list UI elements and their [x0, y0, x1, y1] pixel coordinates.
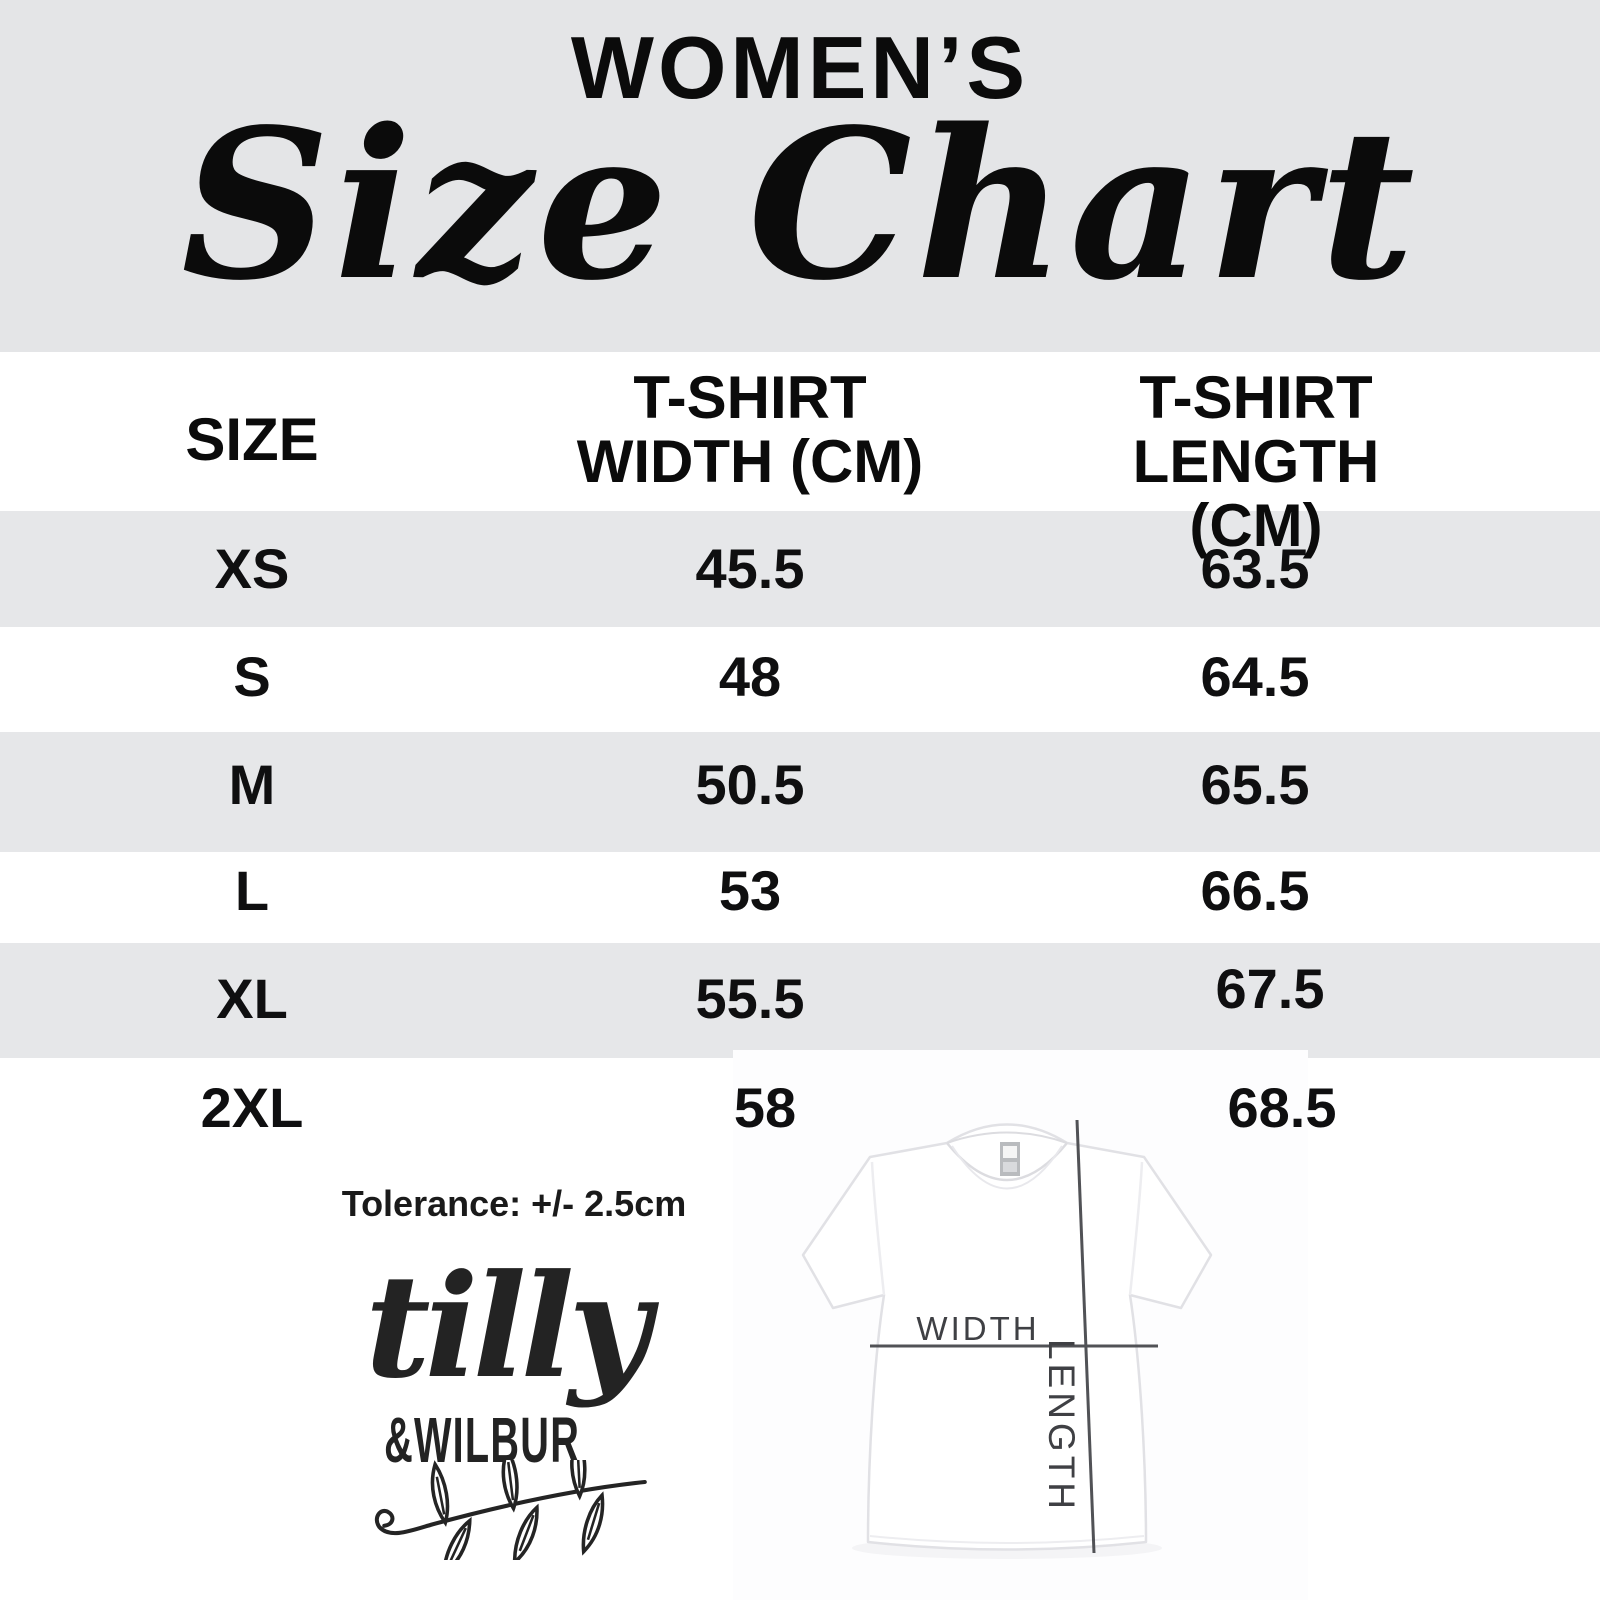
brand-logo-script: tilly	[365, 1244, 651, 1410]
column-header-width: T-SHIRT WIDTH (CM)	[570, 366, 930, 494]
column-header-width-line2: WIDTH (CM)	[576, 428, 924, 495]
width-cell-m: 50.5	[695, 752, 805, 816]
width-cell-xl: 55.5	[695, 966, 805, 1030]
page-title-script: Size Chart	[181, 84, 1419, 326]
column-header-length-line2: LENGTH (CM)	[1132, 428, 1380, 559]
tshirt-outline	[801, 1123, 1213, 1551]
row-stripe-xs	[0, 511, 1600, 627]
right-sleeve-seam	[1128, 1161, 1144, 1296]
laurel-branch-icon	[374, 1460, 647, 1560]
hem-stitch	[869, 1535, 1145, 1544]
collar-back-rib	[946, 1131, 1068, 1144]
page-title-eyebrow: WOMEN’S	[570, 18, 1030, 117]
size-cell-2xl: 2XL	[200, 1075, 304, 1139]
column-header-length: T-SHIRT LENGTH (CM)	[1073, 366, 1439, 558]
title-band	[0, 0, 1600, 352]
row-stripe-xl	[0, 943, 1600, 1058]
length-cell-s: 64.5	[1200, 644, 1310, 708]
tshirt-photo: WIDTH LENGTH	[733, 1050, 1308, 1600]
brand-logo-caps: &WILBUR	[324, 1408, 624, 1472]
brand-logo-caps-text: &WILBUR	[384, 1404, 581, 1476]
length-cell-2xl: 68.5	[1227, 1075, 1337, 1139]
length-cell-xs: 63.5	[1200, 536, 1310, 600]
length-cell-m: 65.5	[1200, 752, 1310, 816]
length-cell-xl: 67.5	[1215, 956, 1325, 1020]
column-header-width-line1: T-SHIRT	[633, 364, 867, 431]
tshirt-diagram: WIDTH LENGTH	[801, 1119, 1213, 1559]
tolerance-note: Tolerance: +/- 2.5cm	[341, 1183, 687, 1224]
neck-tag-icon	[1000, 1142, 1020, 1176]
width-cell-xs: 45.5	[695, 536, 805, 600]
size-cell-l: L	[234, 858, 270, 922]
row-stripe-m	[0, 732, 1600, 852]
column-header-size: SIZE	[185, 406, 319, 473]
size-cell-m: M	[228, 752, 276, 816]
collar-front-inner	[951, 1145, 1063, 1190]
left-sleeve-seam	[870, 1161, 886, 1296]
column-header-length-line1: T-SHIRT	[1139, 364, 1373, 431]
length-label: LENGTH	[1041, 1339, 1082, 1513]
size-cell-xl: XL	[216, 966, 288, 1030]
width-cell-s: 48	[718, 644, 782, 708]
width-cell-l: 53	[718, 858, 782, 922]
length-cell-l: 66.5	[1200, 858, 1310, 922]
width-cell-2xl: 58	[733, 1075, 797, 1139]
width-label: WIDTH	[916, 1310, 1039, 1347]
size-cell-xs: XS	[214, 536, 290, 600]
size-cell-s: S	[233, 644, 271, 708]
length-line	[1075, 1119, 1096, 1554]
